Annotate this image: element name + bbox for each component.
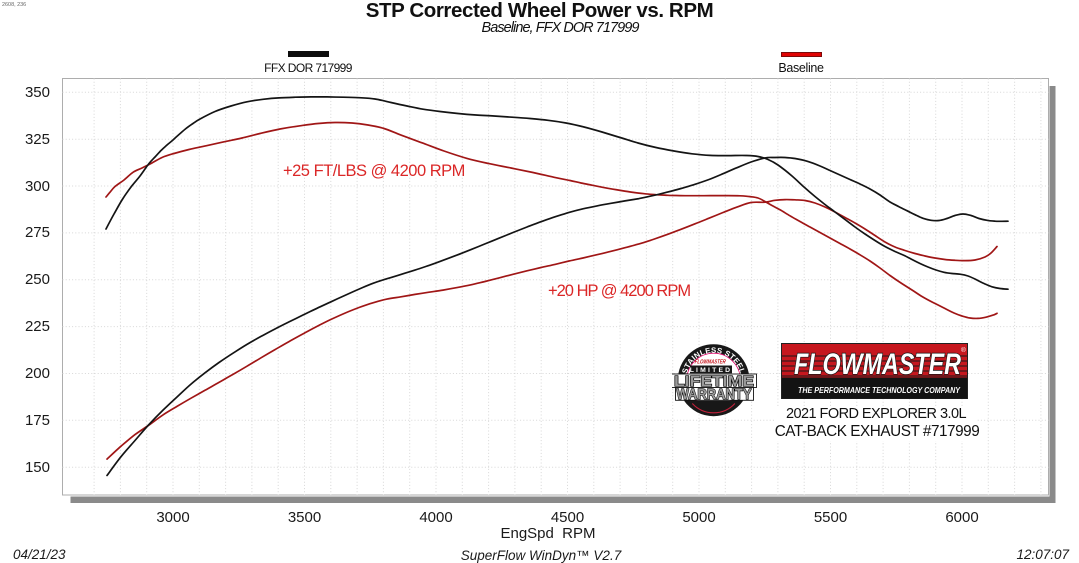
svg-text:WARRANTY: WARRANTY: [677, 387, 752, 403]
svg-text:LIMITED: LIMITED: [690, 367, 733, 374]
svg-text:LIFETIME: LIFETIME: [674, 374, 754, 390]
svg-text:THE PERFORMANCE TECHNOLOGY COM: THE PERFORMANCE TECHNOLOGY COMPANY: [798, 386, 961, 395]
svg-text:®: ®: [961, 346, 966, 354]
svg-text:FLOWMASTER: FLOWMASTER: [794, 348, 961, 381]
svg-text:FLOWMASTER: FLOWMASTER: [694, 360, 726, 366]
